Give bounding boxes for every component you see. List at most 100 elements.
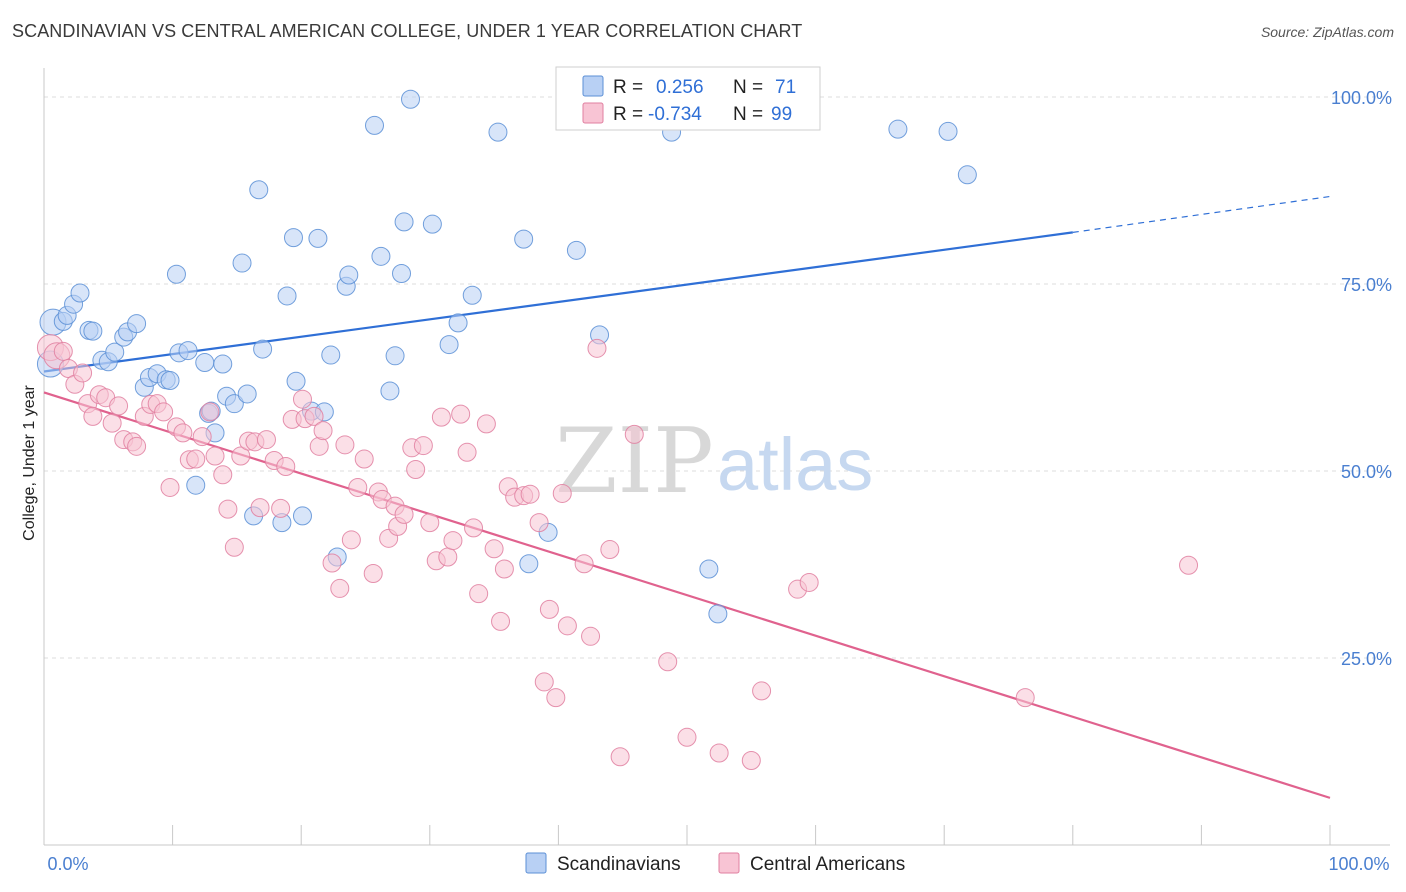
point-central-american-7 — [83, 406, 103, 426]
point-scandinavian-49 — [380, 381, 400, 401]
point-central-american-64 — [443, 531, 463, 551]
correlation-legend: R = 0.256 N = 71 R = -0.734 N = 99 — [555, 66, 821, 131]
point-central-american-28 — [218, 499, 238, 519]
legend-n-label-2: N = — [733, 104, 763, 125]
legend-n-value-1: 71 — [775, 77, 796, 98]
point-scandinavian-39 — [292, 506, 312, 526]
point-central-american-2 — [53, 341, 73, 361]
point-central-american-50 — [363, 563, 383, 583]
point-central-american-78 — [534, 672, 554, 692]
point-central-american-18 — [154, 402, 174, 422]
point-central-american-72 — [494, 559, 514, 579]
series-legend-swatch-central-americans — [718, 852, 740, 874]
point-central-american-43 — [313, 421, 333, 441]
point-central-american-19 — [160, 477, 180, 497]
point-central-american-90 — [677, 727, 697, 747]
point-central-american-67 — [464, 518, 484, 538]
point-scandinavian-18 — [160, 370, 180, 390]
point-central-american-70 — [484, 539, 504, 559]
watermark-atlas: atlas — [717, 423, 873, 506]
point-central-american-46 — [335, 435, 355, 455]
point-central-american-25 — [200, 402, 220, 422]
point-scandinavian-55 — [439, 335, 459, 355]
point-central-american-71 — [491, 611, 511, 631]
point-central-american-29 — [224, 537, 244, 557]
point-central-american-84 — [581, 626, 601, 646]
point-central-american-59 — [413, 436, 433, 456]
point-scandinavian-58 — [488, 122, 508, 142]
y-tick-label-25: 25.0% — [1341, 649, 1392, 669]
point-central-american-21 — [173, 423, 193, 443]
point-central-american-24 — [192, 427, 212, 447]
point-central-american-10 — [102, 413, 122, 433]
series-legend-swatch-scandinavians — [525, 852, 547, 874]
point-central-american-85 — [587, 338, 607, 358]
point-central-american-41 — [304, 406, 324, 426]
legend-swatch-scandinavians — [582, 75, 604, 97]
point-scandinavian-41 — [308, 228, 328, 248]
point-central-american-77 — [529, 513, 549, 533]
point-scandinavian-56 — [448, 313, 468, 333]
point-central-american-65 — [451, 404, 471, 424]
point-scandinavian-5 — [70, 283, 90, 303]
point-scandinavian-31 — [237, 384, 257, 404]
point-scandinavian-48 — [371, 246, 391, 266]
point-central-american-93 — [752, 681, 772, 701]
point-scandinavian-57 — [462, 285, 482, 305]
y-tick-label-75: 75.0% — [1341, 275, 1392, 295]
point-scandinavian-23 — [195, 353, 215, 373]
point-central-american-44 — [322, 553, 342, 573]
point-central-american-82 — [557, 616, 577, 636]
point-central-american-23 — [186, 449, 206, 469]
trendline-central-americans — [43, 391, 1331, 799]
watermark: ZIP atlas — [555, 409, 873, 514]
point-central-american-33 — [250, 498, 270, 518]
legend-r-label-1: R = — [613, 77, 643, 98]
point-central-american-63 — [438, 547, 458, 567]
point-scandinavian-46 — [339, 265, 359, 285]
point-central-american-48 — [348, 477, 368, 497]
point-scandinavian-21 — [178, 341, 198, 361]
point-central-american-66 — [457, 442, 477, 462]
y-tick-label-50: 50.0% — [1341, 462, 1392, 482]
point-scandinavian-53 — [401, 89, 421, 109]
point-scandinavian-50 — [385, 346, 405, 366]
point-scandinavian-38 — [286, 371, 306, 391]
point-central-american-62 — [431, 407, 451, 427]
point-central-american-42 — [309, 436, 329, 456]
point-central-american-34 — [256, 430, 276, 450]
series-legend: Scandinavians Central Americans — [525, 852, 905, 875]
x-tick-label-max: 100.0% — [1328, 854, 1389, 874]
point-scandinavian-22 — [186, 475, 206, 495]
legend-n-value-2: 99 — [771, 104, 792, 125]
point-central-american-30 — [231, 446, 251, 466]
series-legend-label-scandinavians: Scandinavians — [557, 854, 681, 875]
point-central-american-45 — [330, 578, 350, 598]
point-scandinavian-36 — [277, 286, 297, 306]
trendline-scandinavians-extension — [1072, 195, 1331, 233]
trend-layer — [43, 195, 1331, 799]
point-scandinavian-19 — [166, 264, 186, 284]
axis-layer — [43, 68, 1390, 846]
chart-source: Source: ZipAtlas.com — [1260, 24, 1394, 40]
point-central-american-5 — [73, 363, 93, 383]
point-scandinavian-37 — [283, 228, 303, 248]
grid-layer — [44, 96, 1390, 659]
point-scandinavian-67 — [708, 604, 728, 624]
point-scandinavian-27 — [213, 354, 233, 374]
point-scandinavian-70 — [957, 165, 977, 185]
point-scandinavian-47 — [365, 115, 385, 135]
point-central-american-14 — [127, 436, 147, 456]
point-scandinavian-34 — [253, 339, 273, 359]
legend-r-label-2: R = — [613, 104, 643, 125]
point-scandinavian-13 — [127, 314, 147, 334]
legend-r-value-1: 0.256 — [656, 77, 704, 98]
y-tick-labels: 25.0% 50.0% 75.0% 100.0% — [1331, 88, 1392, 669]
point-central-american-58 — [406, 460, 426, 480]
point-scandinavian-29 — [224, 394, 244, 414]
trendline-scandinavians — [43, 231, 1073, 373]
point-central-american-95 — [799, 572, 819, 592]
points-layer — [36, 89, 1199, 770]
y-tick-label-100: 100.0% — [1331, 88, 1392, 108]
